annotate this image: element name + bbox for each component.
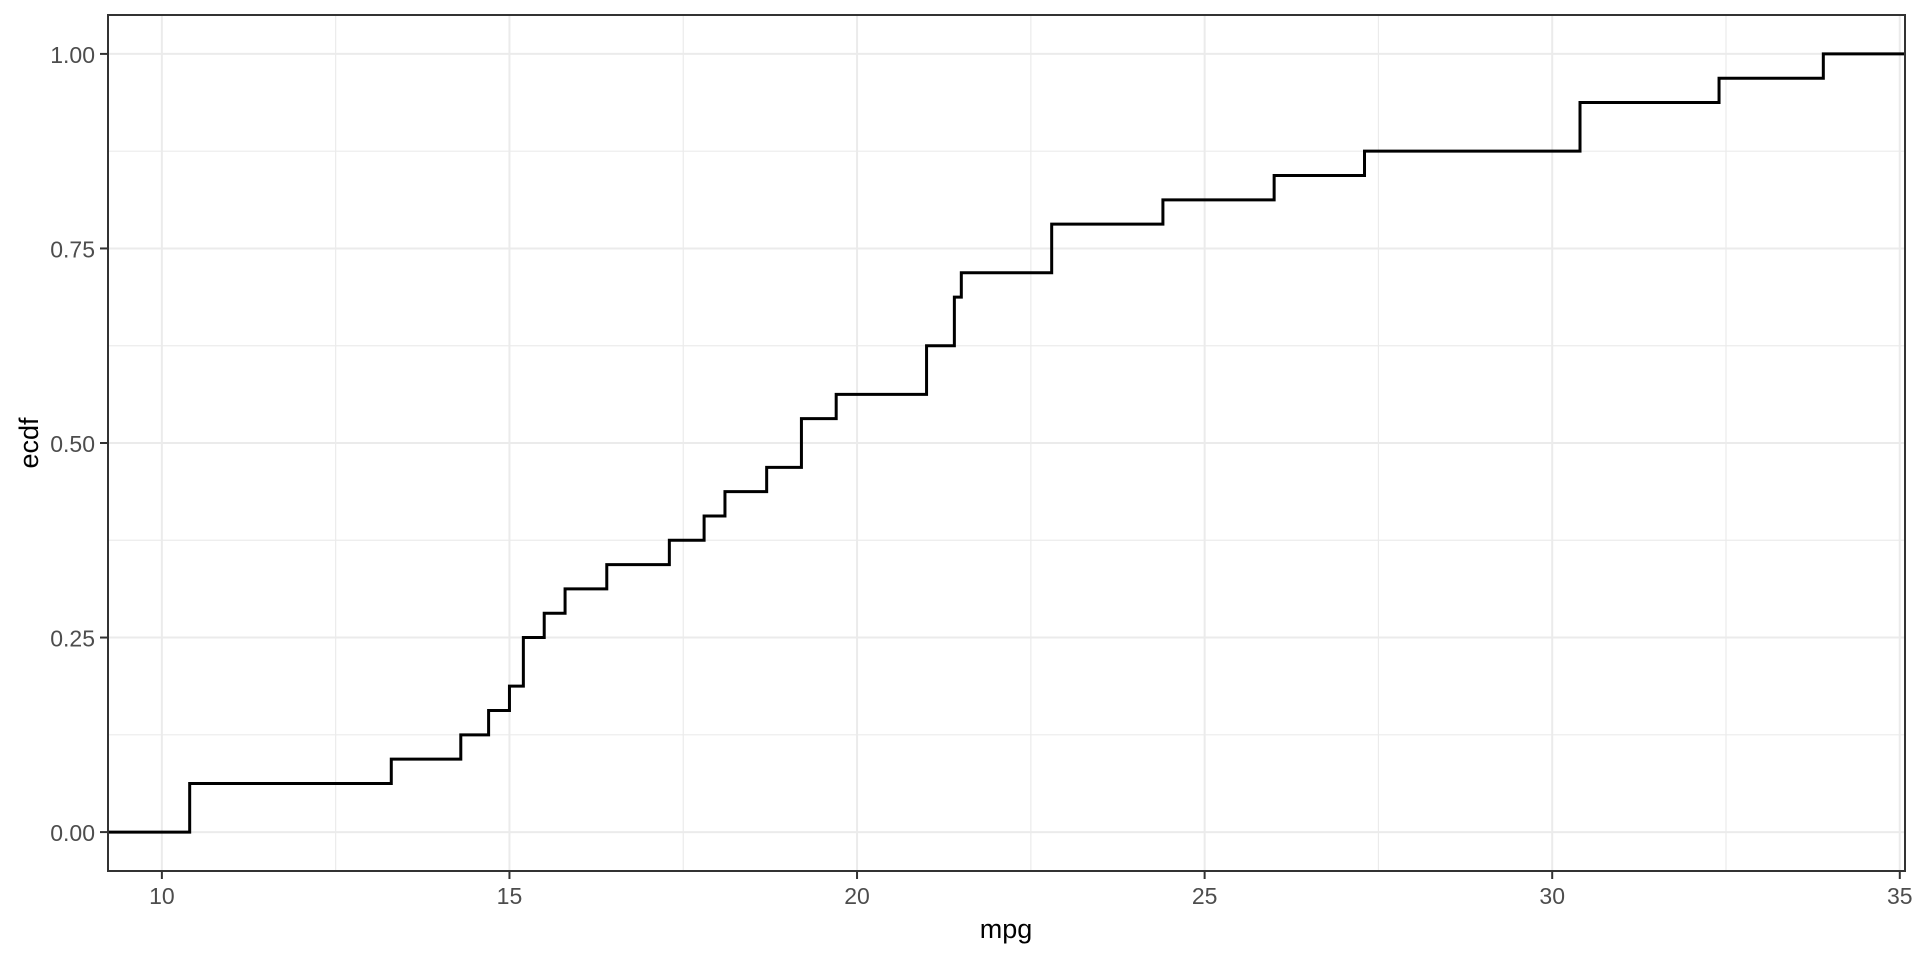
x-tick-label: 20: [844, 883, 870, 909]
y-tick-label: 1.00: [50, 42, 95, 68]
x-axis-title: mpg: [980, 914, 1033, 944]
x-tick-label: 25: [1192, 883, 1218, 909]
x-tick-label: 15: [497, 883, 523, 909]
y-axis-title: ecdf: [14, 417, 44, 469]
ecdf-step-line: [108, 52, 1905, 834]
x-tick-label: 30: [1539, 883, 1565, 909]
x-tick-label: 10: [149, 883, 175, 909]
y-tick-label: 0.50: [50, 431, 95, 457]
y-tick-label: 0.25: [50, 626, 95, 652]
y-tick-label: 0.75: [50, 236, 95, 262]
x-tick-label: 35: [1887, 883, 1913, 909]
y-tick-label: 0.00: [50, 820, 95, 846]
